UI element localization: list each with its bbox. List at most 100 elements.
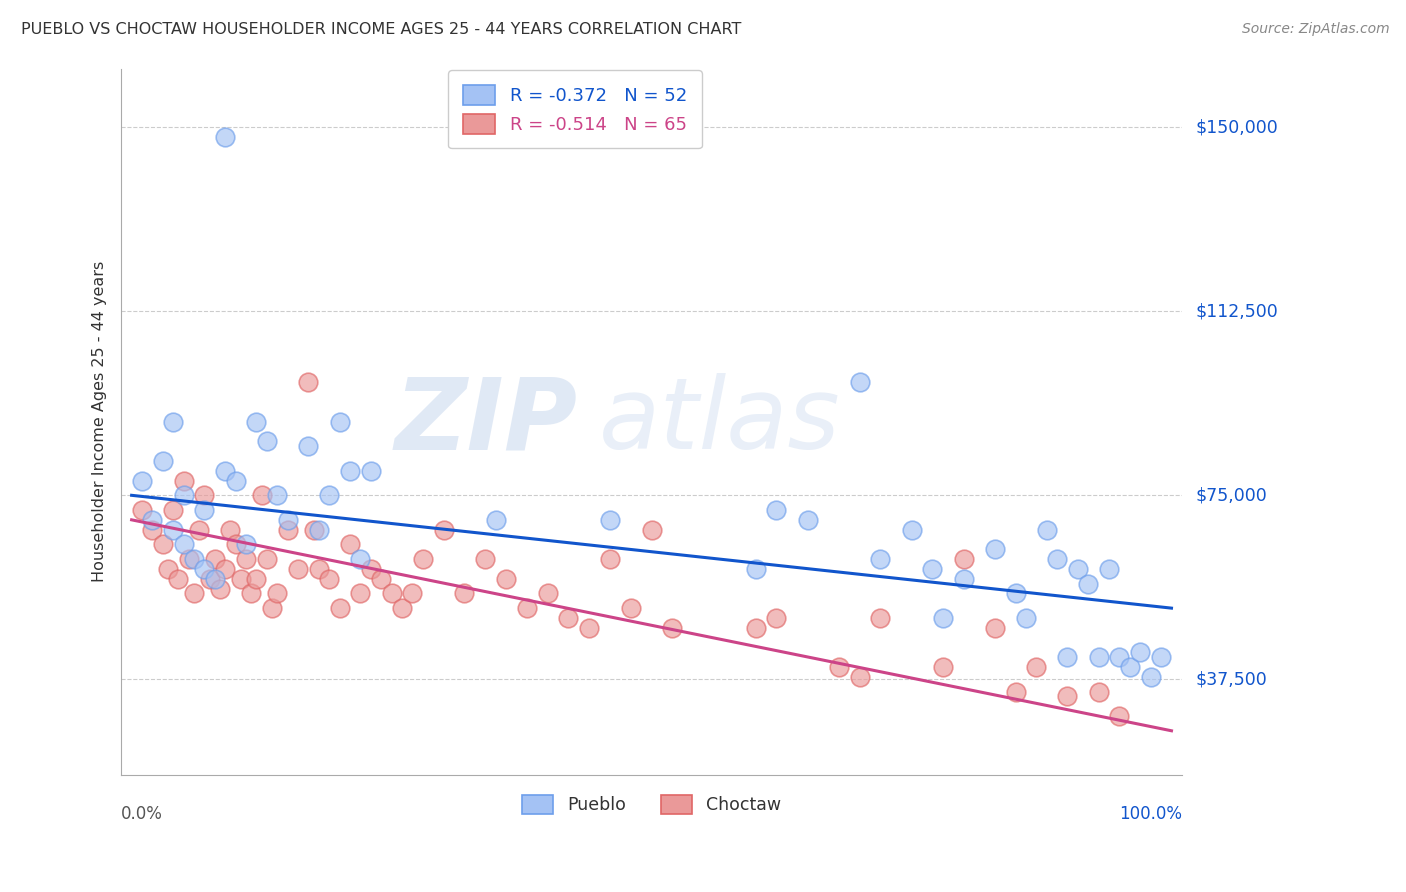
Point (214, 464, 236, 478)
Point (225, 537, 247, 551)
Point (266, 488, 288, 502)
Point (193, 562, 215, 576)
Point (131, 474, 153, 488)
Point (235, 552, 257, 566)
Point (1108, 709, 1130, 723)
Point (162, 415, 184, 429)
Point (198, 572, 221, 586)
Point (188, 523, 211, 537)
Point (796, 513, 818, 527)
Point (225, 474, 247, 488)
Point (432, 523, 454, 537)
Point (765, 503, 787, 517)
Text: ZIP: ZIP (394, 373, 578, 470)
Point (931, 611, 953, 625)
Point (204, 552, 226, 566)
Point (339, 537, 361, 551)
Point (297, 376, 319, 390)
Point (152, 537, 174, 551)
Point (260, 601, 283, 615)
Point (266, 586, 288, 600)
Point (1077, 576, 1099, 591)
Point (599, 513, 621, 527)
Point (229, 572, 252, 586)
Point (219, 523, 242, 537)
Point (308, 562, 330, 576)
Point (765, 611, 787, 625)
Text: $75,000: $75,000 (1195, 486, 1268, 504)
Point (474, 552, 496, 566)
Point (848, 376, 870, 390)
Point (1056, 690, 1078, 704)
Point (329, 415, 352, 429)
Point (536, 586, 558, 600)
Point (744, 621, 766, 635)
Point (848, 670, 870, 684)
Point (208, 582, 231, 596)
Point (141, 513, 163, 527)
Legend: Pueblo, Choctaw: Pueblo, Choctaw (513, 786, 790, 822)
Text: Source: ZipAtlas.com: Source: ZipAtlas.com (1241, 22, 1389, 37)
Point (250, 488, 273, 502)
Point (516, 601, 538, 615)
Point (1139, 670, 1161, 684)
Point (391, 601, 413, 615)
Point (1129, 645, 1152, 659)
Point (370, 572, 392, 586)
Point (302, 523, 325, 537)
Point (412, 552, 434, 566)
Point (183, 552, 205, 566)
Point (318, 572, 340, 586)
Point (297, 439, 319, 453)
Point (214, 130, 236, 145)
Point (1098, 562, 1121, 576)
Point (173, 537, 195, 551)
Text: atlas: atlas (599, 373, 841, 470)
Point (661, 621, 683, 635)
Point (173, 488, 195, 502)
Point (235, 537, 257, 551)
Point (167, 572, 190, 586)
Point (240, 586, 263, 600)
Point (308, 523, 330, 537)
Point (983, 542, 1005, 557)
Point (152, 454, 174, 468)
Point (1108, 650, 1130, 665)
Point (318, 488, 340, 502)
Text: $150,000: $150,000 (1195, 119, 1278, 136)
Point (214, 562, 236, 576)
Point (952, 572, 974, 586)
Point (921, 562, 943, 576)
Point (869, 552, 891, 566)
Point (578, 621, 600, 635)
Point (1046, 552, 1069, 566)
Point (360, 562, 382, 576)
Point (1025, 660, 1047, 674)
Point (1119, 660, 1142, 674)
Point (983, 621, 1005, 635)
Point (557, 611, 579, 625)
Point (131, 503, 153, 517)
Point (1035, 523, 1057, 537)
Point (141, 523, 163, 537)
Point (1015, 611, 1038, 625)
Point (599, 552, 621, 566)
Point (173, 474, 195, 488)
Point (245, 415, 267, 429)
Point (869, 611, 891, 625)
Point (640, 523, 662, 537)
Point (495, 572, 517, 586)
Point (183, 586, 205, 600)
Text: $112,500: $112,500 (1195, 302, 1278, 320)
Point (401, 586, 423, 600)
Point (339, 464, 361, 478)
Point (329, 601, 352, 615)
Point (245, 572, 267, 586)
Point (162, 523, 184, 537)
Point (193, 488, 215, 502)
Point (744, 562, 766, 576)
Point (1087, 650, 1109, 665)
Point (277, 523, 299, 537)
Point (1004, 586, 1026, 600)
Point (256, 552, 278, 566)
